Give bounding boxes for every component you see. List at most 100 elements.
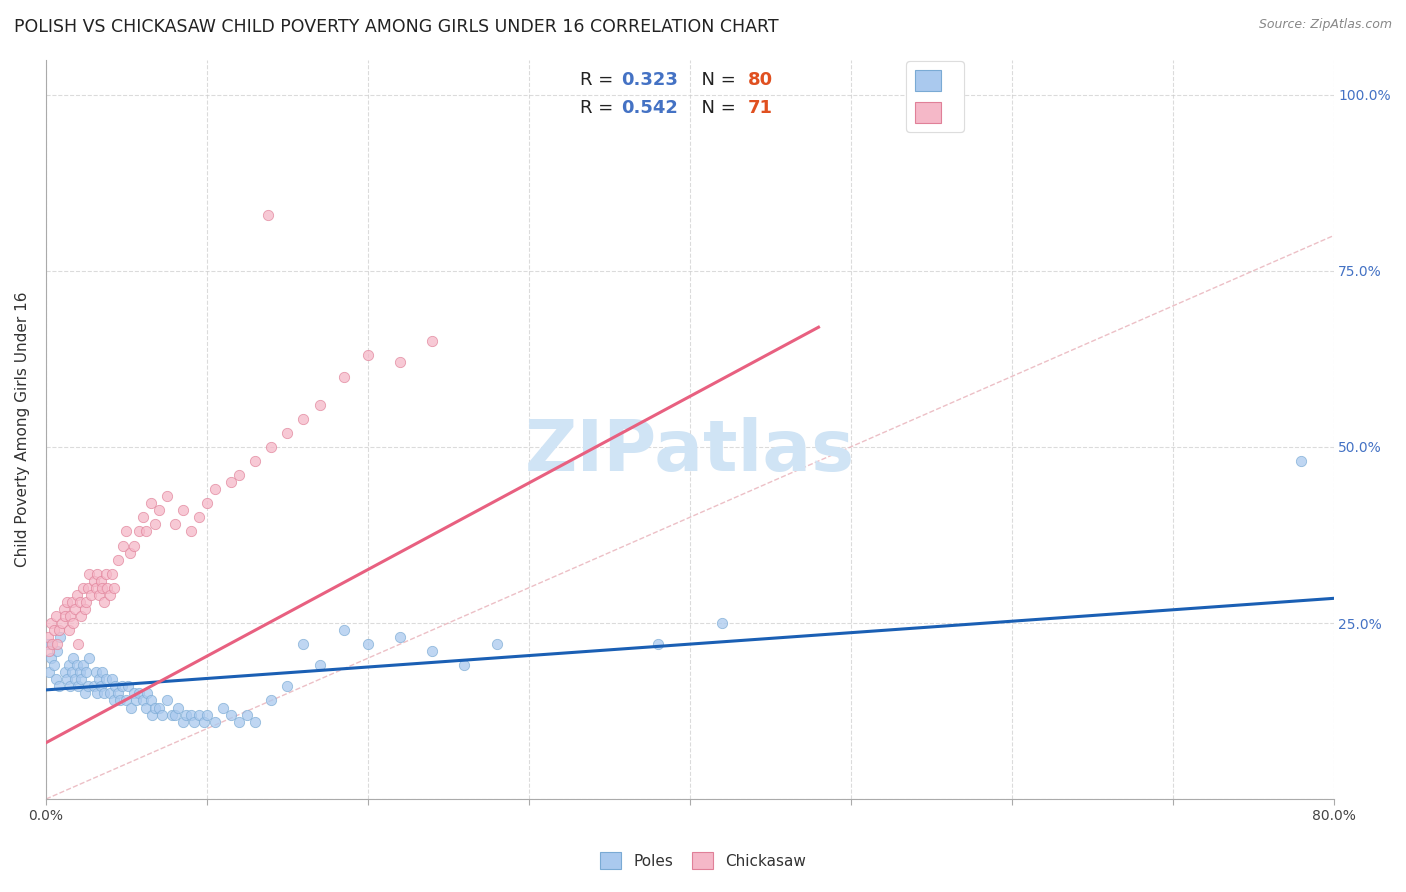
Point bbox=[65, 658, 87, 673]
Point bbox=[172, 714, 194, 729]
Point bbox=[115, 524, 138, 539]
Point bbox=[67, 637, 90, 651]
Point bbox=[70, 609, 93, 624]
Y-axis label: Child Poverty Among Girls Under 16: Child Poverty Among Girls Under 16 bbox=[15, 292, 30, 567]
Point bbox=[87, 588, 110, 602]
Point bbox=[79, 566, 101, 581]
Point bbox=[128, 686, 150, 700]
Point bbox=[101, 566, 124, 581]
Point bbox=[46, 637, 69, 651]
Point bbox=[260, 693, 283, 707]
Point bbox=[245, 714, 267, 729]
Point bbox=[139, 693, 162, 707]
Point bbox=[236, 707, 259, 722]
Point bbox=[145, 700, 167, 714]
Point bbox=[180, 707, 202, 722]
Point bbox=[62, 615, 84, 630]
Text: 80: 80 bbox=[748, 70, 773, 88]
Point bbox=[98, 686, 121, 700]
Text: Source: ZipAtlas.com: Source: ZipAtlas.com bbox=[1258, 18, 1392, 31]
Point bbox=[94, 566, 117, 581]
Point bbox=[276, 679, 298, 693]
Point bbox=[84, 581, 107, 595]
Legend: Poles, Chickasaw: Poles, Chickasaw bbox=[593, 846, 813, 875]
Point bbox=[107, 552, 129, 566]
Point bbox=[131, 693, 153, 707]
Point bbox=[180, 524, 202, 539]
Point bbox=[212, 700, 235, 714]
Text: N =: N = bbox=[690, 70, 741, 88]
Point bbox=[141, 707, 163, 722]
Point bbox=[45, 609, 67, 624]
Point bbox=[125, 693, 148, 707]
Point bbox=[145, 517, 167, 532]
Point bbox=[219, 707, 242, 722]
Point bbox=[103, 581, 125, 595]
Point bbox=[58, 623, 80, 637]
Point bbox=[183, 714, 205, 729]
Point bbox=[73, 602, 96, 616]
Point bbox=[163, 707, 186, 722]
Point bbox=[148, 503, 170, 517]
Point bbox=[56, 595, 79, 609]
Point bbox=[37, 637, 59, 651]
Text: POLISH VS CHICKASAW CHILD POVERTY AMONG GIRLS UNDER 16 CORRELATION CHART: POLISH VS CHICKASAW CHILD POVERTY AMONG … bbox=[14, 18, 779, 36]
Text: R =: R = bbox=[581, 99, 619, 117]
Point bbox=[308, 398, 330, 412]
Point bbox=[150, 707, 173, 722]
Point bbox=[73, 686, 96, 700]
Point bbox=[104, 679, 127, 693]
Point bbox=[195, 707, 218, 722]
Point bbox=[93, 595, 115, 609]
Point bbox=[53, 609, 76, 624]
Point bbox=[136, 686, 159, 700]
Point bbox=[76, 581, 98, 595]
Point bbox=[160, 707, 183, 722]
Point bbox=[195, 496, 218, 510]
Point bbox=[38, 665, 60, 680]
Point bbox=[172, 503, 194, 517]
Legend: , : , bbox=[907, 62, 965, 132]
Point bbox=[39, 615, 62, 630]
Point bbox=[174, 707, 197, 722]
Point bbox=[710, 615, 733, 630]
Point bbox=[167, 700, 190, 714]
Point bbox=[45, 673, 67, 687]
Point bbox=[420, 644, 443, 658]
Point bbox=[76, 679, 98, 693]
Point bbox=[91, 581, 114, 595]
Point bbox=[163, 517, 186, 532]
Point bbox=[107, 686, 129, 700]
Point bbox=[90, 574, 112, 588]
Point bbox=[67, 679, 90, 693]
Point bbox=[51, 615, 73, 630]
Point bbox=[204, 714, 226, 729]
Point bbox=[357, 348, 380, 362]
Text: ZIPatlas: ZIPatlas bbox=[524, 417, 855, 486]
Point bbox=[52, 602, 75, 616]
Point bbox=[75, 665, 97, 680]
Point bbox=[332, 623, 354, 637]
Point bbox=[87, 673, 110, 687]
Point bbox=[389, 630, 412, 644]
Point bbox=[124, 539, 146, 553]
Point bbox=[156, 489, 179, 503]
Point bbox=[257, 208, 280, 222]
Point bbox=[453, 658, 475, 673]
Point bbox=[86, 686, 108, 700]
Point bbox=[69, 665, 91, 680]
Point bbox=[62, 651, 84, 665]
Point bbox=[193, 714, 215, 729]
Point bbox=[112, 539, 135, 553]
Point bbox=[72, 658, 94, 673]
Point bbox=[70, 673, 93, 687]
Point bbox=[63, 602, 86, 616]
Point bbox=[389, 355, 412, 369]
Point bbox=[98, 588, 121, 602]
Point bbox=[60, 665, 83, 680]
Point bbox=[91, 665, 114, 680]
Point bbox=[58, 658, 80, 673]
Point bbox=[60, 595, 83, 609]
Point bbox=[118, 545, 141, 559]
Point bbox=[128, 524, 150, 539]
